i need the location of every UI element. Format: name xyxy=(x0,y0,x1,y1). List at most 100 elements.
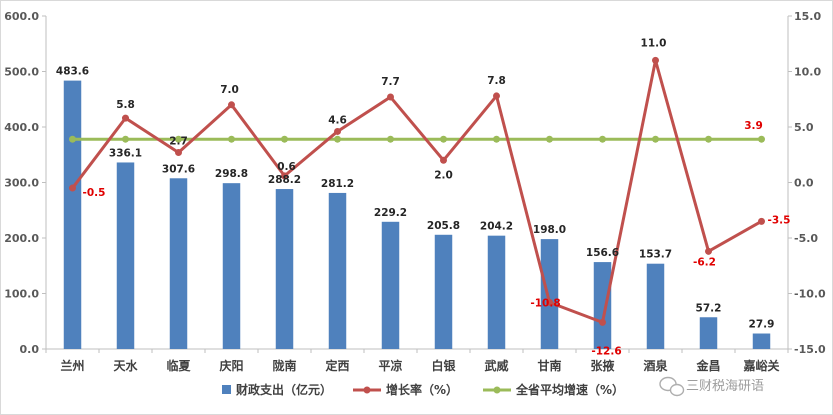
growth-rate-point xyxy=(387,93,394,101)
growth-rate-label: 7.7 xyxy=(381,76,400,88)
bar-value-label: 483.6 xyxy=(56,66,89,78)
province-average-label: 3.9 xyxy=(744,120,763,132)
bar-value-label: 298.8 xyxy=(215,168,248,180)
growth-rate-point xyxy=(122,114,129,122)
growth-rate-point xyxy=(546,298,553,306)
bar xyxy=(699,317,718,349)
growth-rate-point xyxy=(758,217,765,225)
province-average-point xyxy=(387,135,394,143)
data-labels: 483.6 336.1 307.6 298.8 288.2 281.2 229.2 205.8… xyxy=(56,37,791,357)
category-label: 庆阳 xyxy=(218,358,243,373)
left-tick-label: 0.0 xyxy=(20,343,40,356)
growth-rate-label: -0.5 xyxy=(83,187,106,199)
growth-rate-point xyxy=(599,318,606,326)
growth-rate-line xyxy=(71,58,763,324)
category-label: 白银 xyxy=(431,358,456,373)
bar xyxy=(328,192,347,349)
growth-rate-label: 7.8 xyxy=(487,75,506,87)
right-tick-label: 10.0 xyxy=(794,66,821,79)
right-tick-label: -10.0 xyxy=(794,288,826,301)
bar xyxy=(487,235,506,349)
right-tick-label: 5.0 xyxy=(794,121,814,134)
province-average-point xyxy=(281,135,288,143)
growth-rate-label: -10.8 xyxy=(530,297,560,309)
bar xyxy=(540,239,559,349)
watermark-text: 三财税海研语 xyxy=(686,379,764,394)
left-tick-label: 100.0 xyxy=(4,288,39,301)
bar-value-label: 156.6 xyxy=(586,247,619,259)
growth-rate-label: 5.8 xyxy=(116,99,135,111)
bar-value-label: 204.2 xyxy=(480,221,513,233)
bar xyxy=(434,234,453,349)
province-average-point xyxy=(652,135,659,143)
category-label: 张掖 xyxy=(590,358,614,373)
category-label: 陇南 xyxy=(272,358,296,373)
watermark: 三财税海研语 xyxy=(659,376,764,397)
chart-axes: 0.0 100.0 200.0 300.0 400.0 500.0 600.0 -15.0 -1… xyxy=(4,10,826,373)
left-tick-label: 200.0 xyxy=(4,232,39,245)
growth-rate-label: -6.2 xyxy=(693,256,716,268)
left-tick-label: 300.0 xyxy=(4,177,39,190)
growth-rate-label: -12.6 xyxy=(591,345,621,357)
growth-rate-label: 7.0 xyxy=(220,84,239,96)
growth-rate-point xyxy=(228,101,235,109)
category-label: 兰州 xyxy=(60,358,84,373)
province-average-point xyxy=(228,135,235,143)
growth-rate-label: 4.6 xyxy=(328,114,347,126)
growth-rate-label: 2.0 xyxy=(434,169,453,181)
left-tick-label: 400.0 xyxy=(4,121,39,134)
province-average-point xyxy=(175,135,182,143)
right-tick-label: 15.0 xyxy=(794,10,821,23)
growth-rate-label: 0.6 xyxy=(277,161,296,173)
province-average-point xyxy=(493,135,500,143)
chart-legend: 财政支出（亿元） 增长率（%） 全省平均增速（%） xyxy=(222,382,624,397)
line-series xyxy=(69,56,765,326)
category-label: 金昌 xyxy=(695,358,720,373)
category-label: 临夏 xyxy=(166,358,191,373)
bar-value-label: 57.2 xyxy=(696,302,722,314)
legend-label: 全省平均增速（%） xyxy=(515,382,624,397)
legend-label: 财政支出（亿元） xyxy=(235,382,332,397)
bar xyxy=(593,262,612,349)
right-tick-label: 0.0 xyxy=(794,177,814,190)
category-label: 定西 xyxy=(325,358,349,373)
bar xyxy=(381,221,400,349)
bar-value-label: 307.6 xyxy=(162,163,195,175)
bar-value-label: 288.2 xyxy=(268,174,301,186)
category-label: 武威 xyxy=(484,358,508,373)
growth-rate-label: 2.7 xyxy=(169,136,188,148)
province-average-point xyxy=(69,135,76,143)
category-label: 平凉 xyxy=(378,358,402,373)
growth-rate-point xyxy=(334,127,341,135)
bar-value-label: 336.1 xyxy=(109,147,142,159)
growth-rate-point xyxy=(175,149,182,157)
growth-rate-point xyxy=(493,92,500,100)
category-label: 嘉峪关 xyxy=(742,358,779,373)
bar xyxy=(646,263,665,349)
bar-value-label: 205.8 xyxy=(427,220,460,232)
category-label: 天水 xyxy=(113,358,138,373)
bar xyxy=(169,178,188,349)
category-label: 酒泉 xyxy=(643,358,668,373)
left-tick-label: 600.0 xyxy=(4,10,39,23)
legend-marker-growth xyxy=(363,386,371,394)
province-average-point xyxy=(705,135,712,143)
growth-rate-label: -3.5 xyxy=(768,214,791,226)
growth-rate-point xyxy=(652,56,659,64)
category-label: 甘南 xyxy=(537,358,561,373)
province-average-point xyxy=(334,135,341,143)
province-average-point xyxy=(122,135,129,143)
bar-value-label: 27.9 xyxy=(749,319,775,331)
left-tick-label: 500.0 xyxy=(4,66,39,79)
province-average-point xyxy=(440,135,447,143)
bar xyxy=(222,183,241,349)
province-average-point xyxy=(546,135,553,143)
right-tick-label: -15.0 xyxy=(794,343,826,356)
legend-swatch-bar xyxy=(222,385,231,394)
bar xyxy=(116,162,135,349)
bar-value-label: 198.0 xyxy=(533,224,566,236)
right-tick-label: -5.0 xyxy=(794,232,818,245)
bar xyxy=(275,189,294,349)
bar xyxy=(63,80,82,350)
